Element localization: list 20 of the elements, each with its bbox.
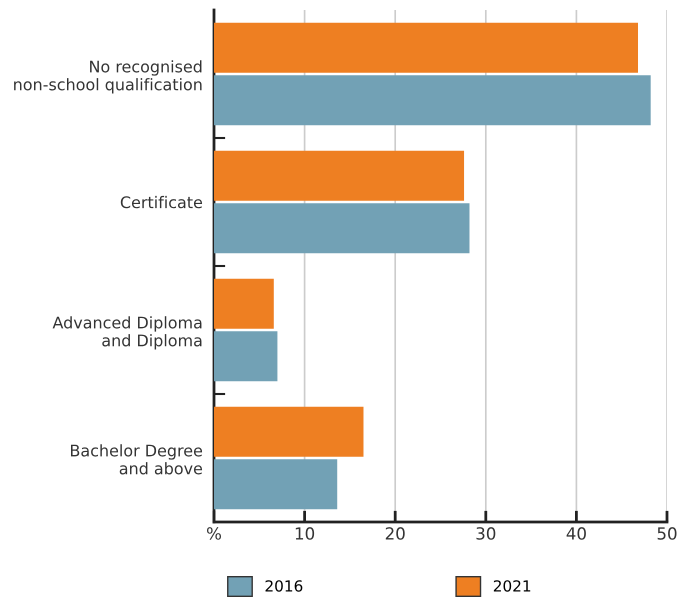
y-tick-label: No recognised non-school qualification xyxy=(14,60,202,94)
x-tick-label: 30 xyxy=(476,527,496,540)
bar xyxy=(214,75,651,126)
y-tick-label: Advanced Diploma and Diploma xyxy=(52,316,202,350)
y-tick-label: Bachelor Degree and above xyxy=(70,444,202,474)
x-tick-label: 20 xyxy=(386,527,405,540)
bar xyxy=(214,150,464,201)
x-tick-label: 50 xyxy=(658,527,676,540)
bar xyxy=(214,406,364,457)
bar xyxy=(214,278,274,329)
bar xyxy=(214,203,470,254)
bar xyxy=(214,331,278,382)
bar xyxy=(214,459,338,510)
x-tick-label: % xyxy=(207,527,221,540)
x-tick-label: 40 xyxy=(566,527,586,540)
y-tick-label: Certificate xyxy=(120,196,202,208)
x-tick-label: 10 xyxy=(296,527,314,540)
bar xyxy=(214,22,638,73)
legend-label: 2016 xyxy=(266,580,302,592)
legend-label: 2021 xyxy=(494,580,530,592)
